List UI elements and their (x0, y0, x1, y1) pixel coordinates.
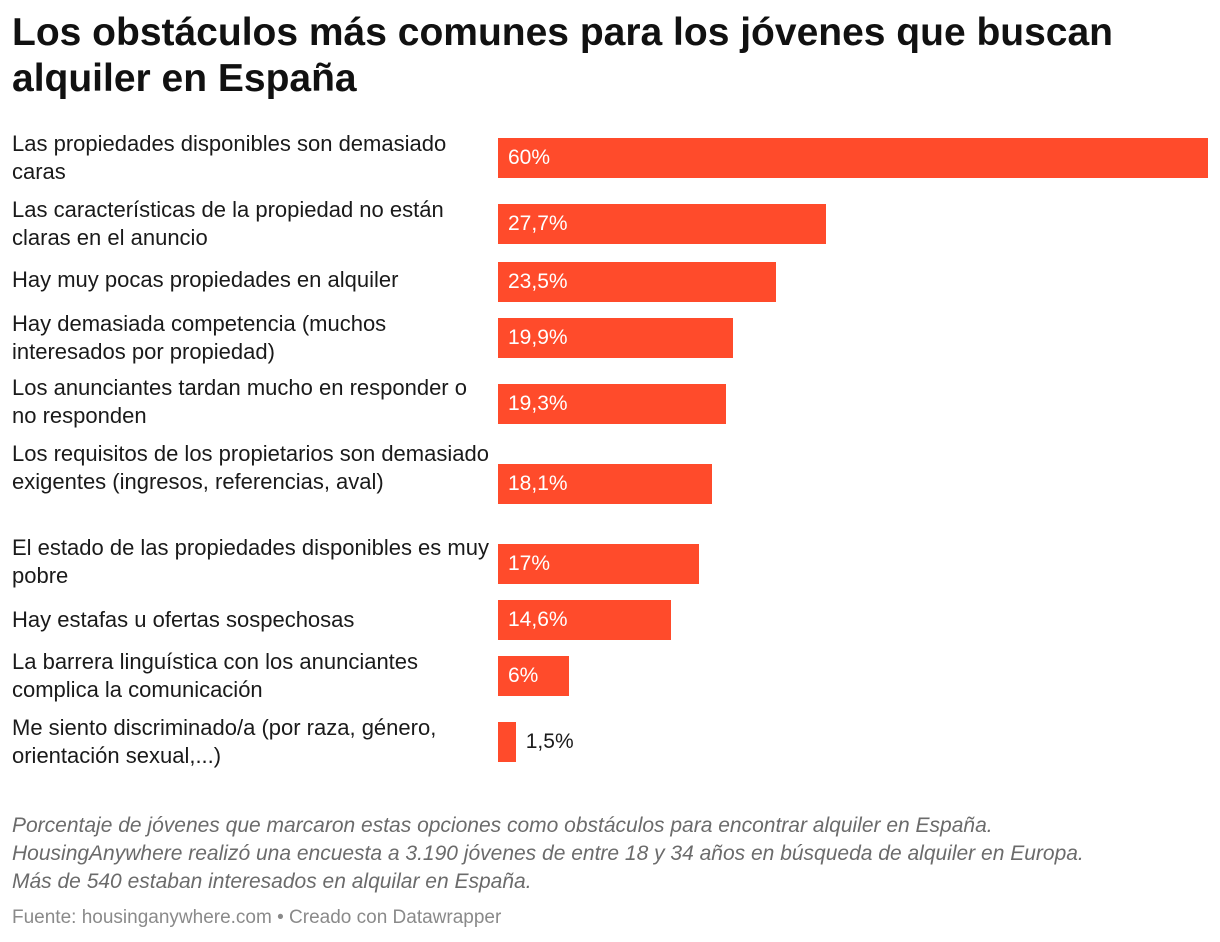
chart-title: Los obstáculos más comunes para los jóve… (12, 11, 1114, 100)
bar (498, 656, 569, 696)
category-label: Los requisitos de los propietarios son d… (12, 441, 489, 494)
category-label: Las propiedades disponibles son demasiad… (12, 131, 447, 184)
notes-line-2: HousingAnywhere realizó una encuesta a 3… (12, 842, 1084, 865)
category-label: La barrera linguística con los anunciant… (12, 649, 419, 702)
source-footer: Fuente: housinganywhere.com • Creado con… (12, 907, 502, 928)
category-label: Los anunciantes tardan mucho en responde… (12, 375, 467, 428)
bar (498, 262, 777, 302)
bar-value-label: 27,7% (508, 212, 568, 235)
bar (498, 204, 826, 244)
bar-value-label: 18,1% (508, 472, 568, 495)
category-label: Las características de la propiedad no e… (12, 197, 444, 250)
chart-notes: Porcentaje de jóvenes que marcaron estas… (12, 812, 1212, 896)
bar-value-label: 23,5% (508, 270, 568, 293)
bar-value-label: 6% (508, 664, 539, 687)
bar (498, 464, 713, 504)
category-label: Hay muy pocas propiedades en alquiler (12, 267, 399, 292)
bar-value-label: 14,6% (508, 608, 568, 631)
bar (498, 384, 727, 424)
bar-value-label: 19,9% (508, 326, 568, 349)
notes-line-1: Porcentaje de jóvenes que marcaron estas… (12, 814, 993, 837)
category-label: Me siento discriminado/a (por raza, géne… (12, 715, 437, 768)
bar (498, 722, 516, 762)
bar-value-label: 19,3% (508, 392, 568, 415)
category-label: El estado de las propiedades disponibles… (12, 535, 489, 588)
bar-value-label: 1,5% (525, 730, 574, 753)
bar (498, 544, 700, 584)
bar (498, 318, 734, 358)
bar (498, 600, 671, 640)
category-label: Hay demasiada competencia (muchos intere… (12, 311, 387, 364)
bar (498, 138, 1208, 178)
bar-value-label: 60% (508, 146, 551, 169)
notes-line-3: Más de 540 estaban interesados en alquil… (12, 870, 532, 893)
bar-value-label: 17% (508, 552, 551, 575)
category-label: Hay estafas u ofertas sospechosas (12, 607, 355, 632)
